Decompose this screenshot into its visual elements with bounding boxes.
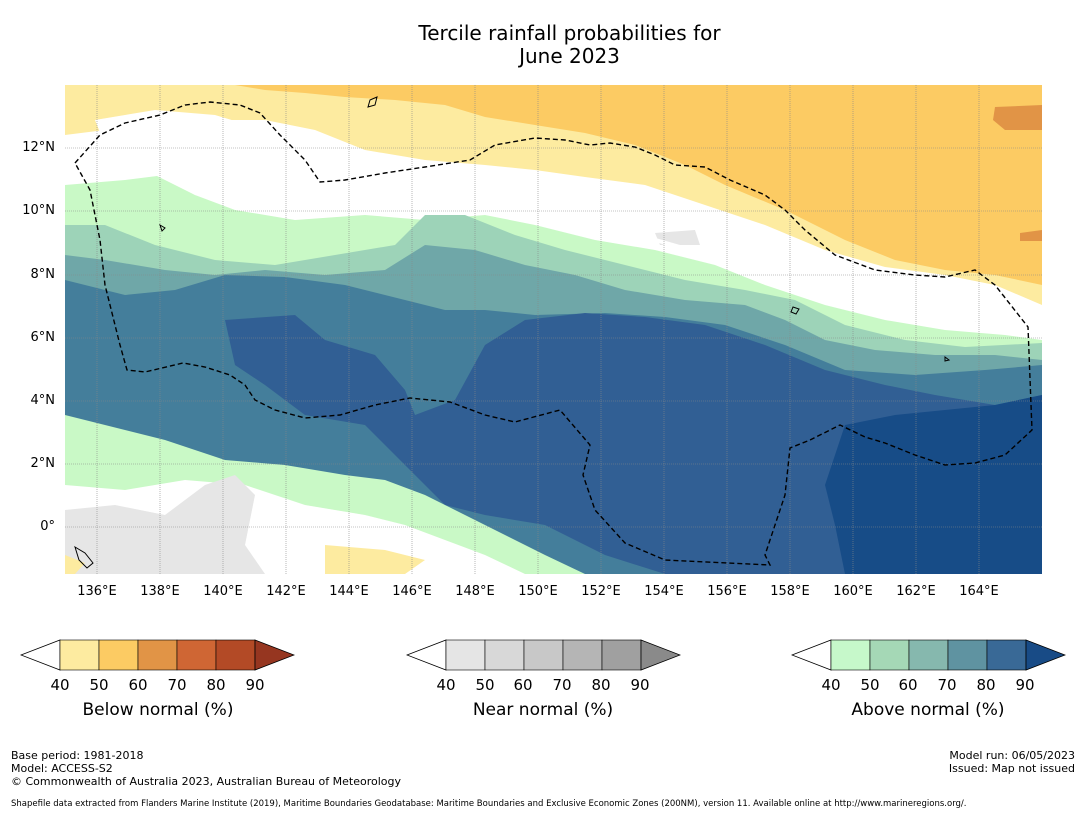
lat-label-6n: 6°N [30, 330, 56, 345]
colorbar-below [20, 639, 295, 671]
model-name: Model: ACCESS-S2 [11, 762, 113, 775]
lon-label-148e: 148°E [455, 584, 495, 599]
below-tick-50: 50 [89, 676, 109, 694]
region-below-60 [993, 105, 1042, 241]
colorbar-near-min-arrow [406, 639, 447, 671]
islands [74, 96, 951, 569]
colorbar-above-bin-5 [986, 639, 1027, 671]
colorbar-below-bin-2 [98, 639, 139, 671]
lon-label-150e: 150°E [518, 584, 558, 599]
above-tick-80: 80 [976, 676, 996, 694]
map-title: Tercile rainfall probabilities for June … [0, 22, 1085, 68]
near-tick-70: 70 [552, 676, 572, 694]
lat-label-4n: 4°N [30, 393, 56, 408]
shapefile-credit: Shapefile data extracted from Flanders M… [11, 799, 967, 809]
lat-label-12n: 12°N [22, 140, 55, 155]
colorbar-near-bin-5 [601, 639, 642, 671]
lon-label-160e: 160°E [833, 584, 873, 599]
colorbar-near-max-arrow [640, 639, 681, 671]
near-tick-40: 40 [436, 676, 456, 694]
colorbar-above-bin-1 [830, 639, 871, 671]
near-normal-title: Near normal (%) [472, 700, 614, 720]
below-tick-90: 90 [245, 676, 265, 694]
region-near-40 [65, 230, 1010, 574]
eez-boundary [74, 101, 1033, 566]
colorbar-near-bin-3 [523, 639, 564, 671]
colorbar-below-min-arrow [20, 639, 61, 671]
colorbar-below-bin-1 [59, 639, 100, 671]
issued-status: Issued: Map not issued [948, 762, 1075, 775]
copyright: © Commonwealth of Australia 2023, Austra… [11, 775, 401, 788]
region-above-90 [825, 395, 1042, 574]
colorbar-below-bin-3 [137, 639, 178, 671]
base-period: Base period: 1981-2018 [11, 749, 144, 762]
colorbar-near-bin-1 [445, 639, 486, 671]
lon-label-156e: 156°E [707, 584, 747, 599]
colorbar-above-bin-2 [869, 639, 910, 671]
colorbar-below-bin-4 [176, 639, 217, 671]
colorbar-below-bin-5 [215, 639, 256, 671]
above-tick-40: 40 [821, 676, 841, 694]
lat-label-10n: 10°N [22, 203, 55, 218]
below-tick-80: 80 [206, 676, 226, 694]
below-normal-title: Below normal (%) [82, 700, 234, 720]
below-tick-40: 40 [50, 676, 70, 694]
below-tick-60: 60 [128, 676, 148, 694]
near-tick-60: 60 [513, 676, 533, 694]
near-tick-90: 90 [630, 676, 650, 694]
lon-label-140e: 140°E [203, 584, 243, 599]
near-tick-50: 50 [475, 676, 495, 694]
colorbar-above [791, 639, 1066, 671]
region-below-50 [235, 85, 1042, 285]
colorbar-above-min-arrow [791, 639, 832, 671]
lon-label-146e: 146°E [392, 584, 432, 599]
colorbar-above-max-arrow [1025, 639, 1066, 671]
lon-label-164e: 164°E [959, 584, 999, 599]
lat-label-0: 0° [40, 519, 55, 534]
colorbar-near-bin-2 [484, 639, 525, 671]
footer-left: Base period: 1981-2018 Model: ACCESS-S2 … [11, 749, 401, 788]
lon-label-142e: 142°E [266, 584, 306, 599]
above-tick-70: 70 [937, 676, 957, 694]
lat-label-8n: 8°N [30, 267, 56, 282]
lon-label-136e: 136°E [77, 584, 117, 599]
lat-label-2n: 2°N [30, 456, 56, 471]
lon-label-158e: 158°E [770, 584, 810, 599]
above-normal-title: Above normal (%) [851, 700, 1005, 720]
colorbar-near-bin-4 [562, 639, 603, 671]
above-tick-60: 60 [898, 676, 918, 694]
graticule [65, 85, 1042, 574]
colorbar-below-max-arrow [254, 639, 295, 671]
title-line-1: Tercile rainfall probabilities for [418, 21, 721, 45]
lon-label-152e: 152°E [581, 584, 621, 599]
lon-label-138e: 138°E [140, 584, 180, 599]
colorbar-near [406, 639, 681, 671]
above-tick-50: 50 [860, 676, 880, 694]
near-tick-80: 80 [591, 676, 611, 694]
footer-right: Model run: 06/05/2023 Issued: Map not is… [949, 749, 1075, 775]
colorbar-above-bin-3 [908, 639, 949, 671]
above-tick-90: 90 [1015, 676, 1035, 694]
lon-label-144e: 144°E [329, 584, 369, 599]
map-svg [65, 85, 1042, 574]
colorbar-above-bin-4 [947, 639, 988, 671]
title-line-2: June 2023 [519, 44, 620, 68]
below-tick-70: 70 [167, 676, 187, 694]
model-run: Model run: 06/05/2023 [949, 749, 1075, 762]
region-below-40-south [65, 545, 425, 574]
rainfall-probability-map [65, 85, 1042, 574]
lon-label-154e: 154°E [644, 584, 684, 599]
lon-label-162e: 162°E [896, 584, 936, 599]
